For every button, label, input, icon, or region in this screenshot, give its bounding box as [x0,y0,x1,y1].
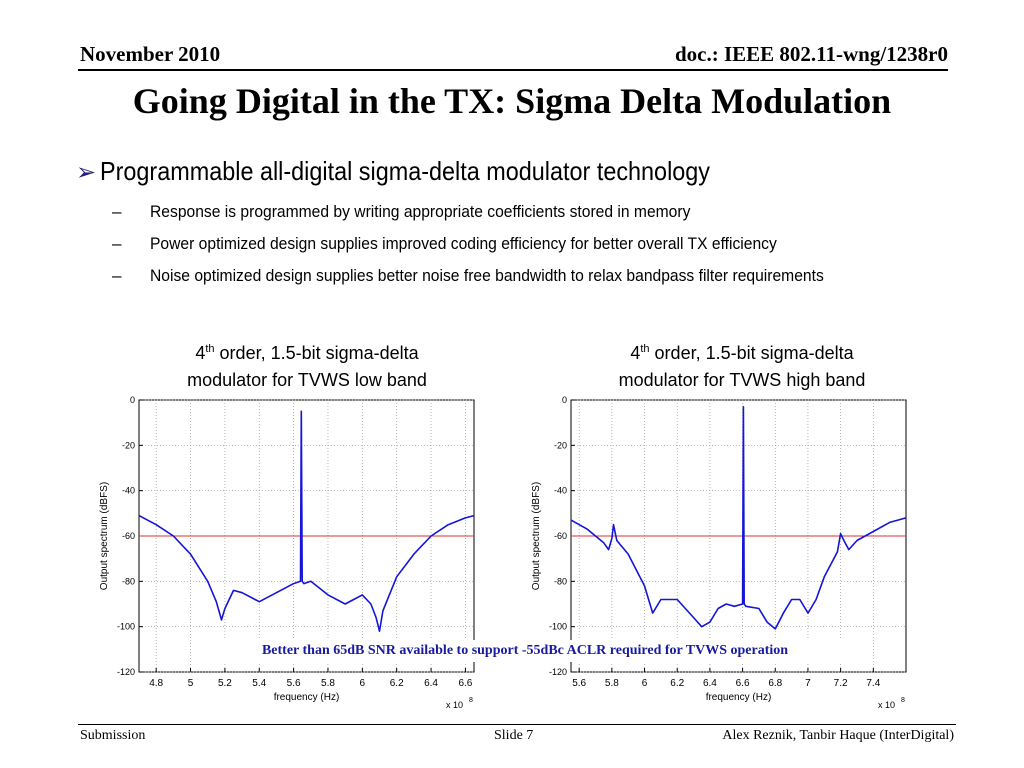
y-tick-label: -20 [122,440,135,450]
x-tick-label: 6.4 [424,678,438,689]
x-tick-label: 5.2 [218,678,232,689]
caption-order: 4 [195,343,206,363]
spectrum-trace [138,410,475,632]
spectrum-trace [570,405,907,630]
x-tick-label: 5.6 [287,678,301,689]
x-axis-label: frequency (Hz) [274,692,340,703]
x-tick-label: 6.6 [736,678,750,689]
footer-rule [78,724,956,725]
main-bullet-text: Programmable all-digital sigma-delta mod… [100,156,711,186]
x-tick-label: 6.2 [670,678,684,689]
y-tick-label: -100 [549,622,567,632]
y-axis-label: Output spectrum (dBFS) [531,482,542,590]
x-tick-label: 6.2 [390,678,404,689]
caption-order-suffix: th [205,343,215,355]
x-tick-label: 5 [188,678,194,689]
y-tick-label: -60 [122,531,135,541]
x-tick-label: 6 [360,678,366,689]
x-tick-label: 6.6 [458,678,472,689]
caption-line2: modulator for TVWS low band [187,370,427,390]
y-tick-label: 0 [130,395,135,405]
sub-bullet: – Noise optimized design supplies better … [112,266,882,286]
caption-line1: order, 1.5-bit sigma-delta [214,343,419,363]
dash-bullet-icon: – [112,234,122,253]
y-tick-label: -60 [554,531,567,541]
caption-line2: modulator for TVWS high band [618,370,866,390]
y-tick-label: 0 [562,395,567,405]
main-bullet: ➢ Programmable all-digital sigma-delta mo… [76,156,778,187]
footer-slide-number: Slide 7 [494,728,534,743]
sub-bullet-text: Response is programmed by writing approp… [150,202,691,221]
slide-title: Going Digital in the TX: Sigma Delta Mod… [132,81,892,121]
x-axis-exponent: 8 [901,697,905,704]
x-axis-exponent: 8 [469,697,473,704]
caption-order: 4 [630,343,641,363]
sub-bullet: – Response is programmed by writing appro… [112,202,737,222]
y-tick-label: -20 [554,440,567,450]
x-axis-multiplier: x 10 [446,700,463,708]
header-date: November 2010 [80,42,221,66]
sub-bullet-text: Noise optimized design supplies better n… [150,266,824,285]
header-rule [78,69,948,71]
caption-order-suffix: th [640,343,650,355]
y-axis-label: Output spectrum (dBFS) [99,482,110,590]
x-tick-label: 6.8 [768,678,782,689]
y-tick-label: -100 [117,622,135,632]
x-axis-label: frequency (Hz) [706,692,772,703]
x-tick-label: 5.8 [605,678,619,689]
x-tick-label: 7 [805,678,811,689]
spectrum-chart-low-band: 4.8 5 5.2 5.4 5.6 5.8 6 6.2 6.4 6.6 0 -20 -40 -60 -80 -… [99,395,475,708]
x-tick-label: 7.2 [834,678,848,689]
caption-line1: order, 1.5-bit sigma-delta [649,343,854,363]
x-tick-label: 6.4 [703,678,717,689]
x-tick-label: 4.8 [149,678,163,689]
y-tick-label: -80 [122,576,135,586]
x-tick-label: 5.4 [252,678,266,689]
x-tick-label: 5.8 [321,678,335,689]
x-tick-label: 6 [642,678,648,689]
arrow-bullet-icon: ➢ [76,159,97,186]
sub-bullet-text: Power optimized design supplies improved… [150,234,777,253]
spectrum-chart-high-band: 5.6 5.8 6 6.2 6.4 6.6 6.8 7 7.2 7.4 0 -20 -40 -60 -80 -… [531,395,907,708]
footer-submission: Submission [80,728,146,743]
x-tick-label: 5.6 [572,678,586,689]
y-tick-label: -120 [549,667,567,677]
chart-caption-low-band: 4th order, 1.5-bit sigma-delta modulator… [157,340,457,394]
chart-caption-high-band: 4th order, 1.5-bit sigma-delta modulator… [592,340,892,394]
y-tick-label: -40 [554,486,567,496]
header-doc-id: doc.: IEEE 802.11-wng/1238r0 [674,42,948,66]
x-tick-label: 7.4 [866,678,880,689]
footer-authors: Alex Reznik, Tanbir Haque (InterDigital) [722,728,954,743]
y-tick-label: -40 [122,486,135,496]
x-axis-multiplier: x 10 [878,700,895,708]
dash-bullet-icon: – [112,266,122,285]
snr-callout: Better than 65dB SNR available to suppor… [198,640,852,662]
y-tick-label: -120 [117,667,135,677]
sub-bullet: – Power optimized design supplies improve… [112,234,831,254]
dash-bullet-icon: – [112,202,122,221]
y-tick-label: -80 [554,576,567,586]
